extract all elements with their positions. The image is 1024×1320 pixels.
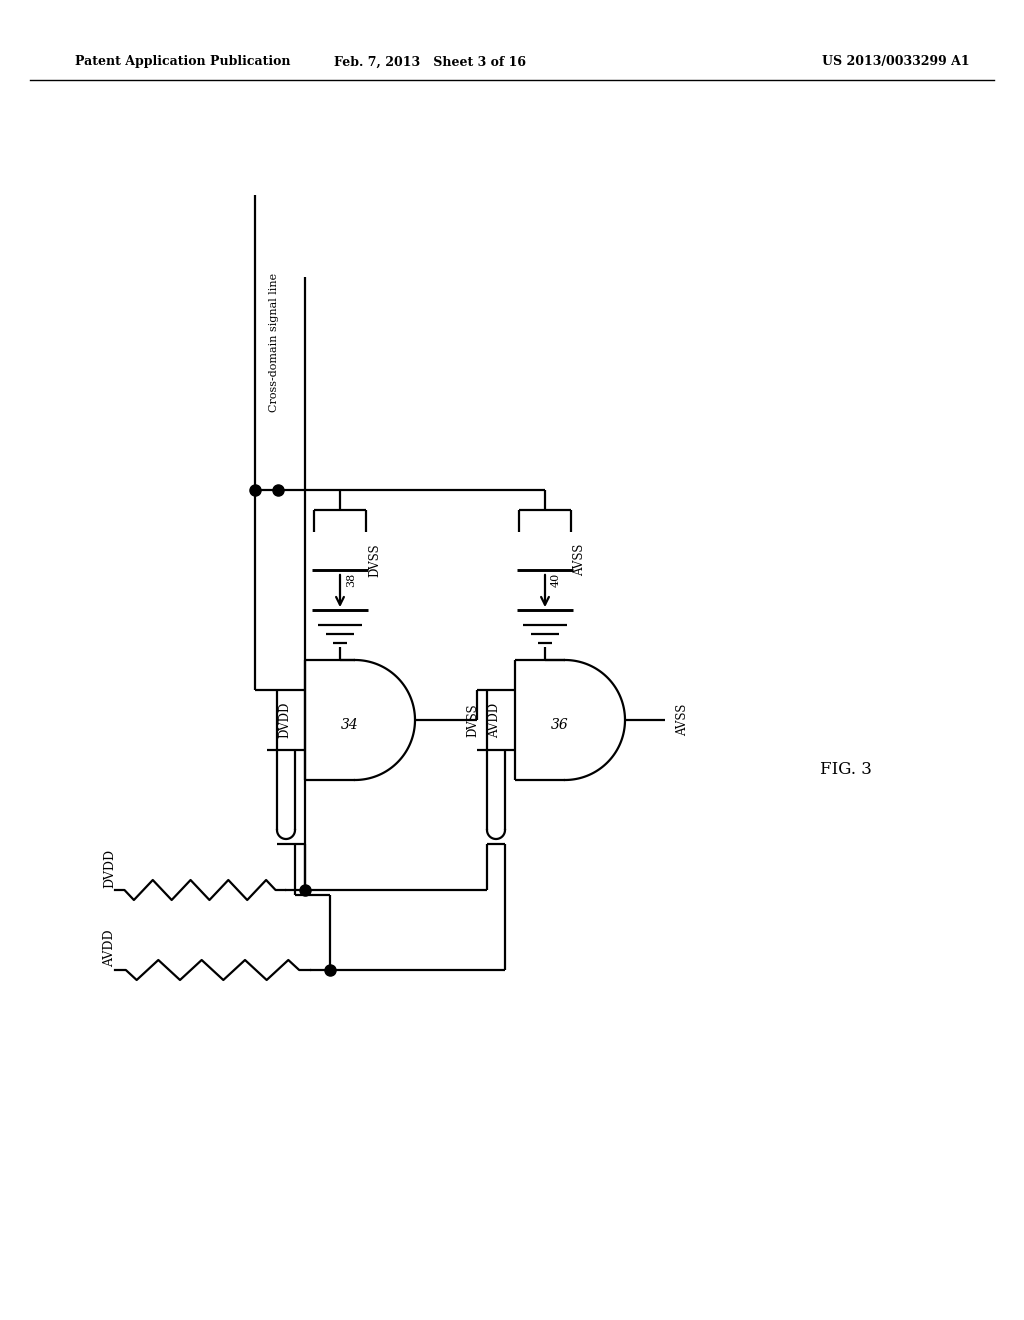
Text: Patent Application Publication: Patent Application Publication <box>75 55 291 69</box>
Text: DVDD: DVDD <box>279 702 292 738</box>
Text: US 2013/0033299 A1: US 2013/0033299 A1 <box>822 55 970 69</box>
Text: 40: 40 <box>551 573 561 587</box>
Text: DVSS: DVSS <box>368 544 381 577</box>
Text: AVSS: AVSS <box>573 544 586 577</box>
Text: FIG. 3: FIG. 3 <box>820 762 871 779</box>
Text: AVDD: AVDD <box>103 929 117 966</box>
Text: 34: 34 <box>341 718 358 733</box>
Text: DVDD: DVDD <box>103 849 117 887</box>
Text: Feb. 7, 2013   Sheet 3 of 16: Feb. 7, 2013 Sheet 3 of 16 <box>334 55 526 69</box>
Text: 36: 36 <box>551 718 569 733</box>
Text: 38: 38 <box>346 573 356 587</box>
Text: Cross-domain signal line: Cross-domain signal line <box>269 272 279 412</box>
Text: DVSS: DVSS <box>467 704 479 737</box>
Text: AVSS: AVSS <box>677 704 689 737</box>
Text: AVDD: AVDD <box>488 702 502 738</box>
